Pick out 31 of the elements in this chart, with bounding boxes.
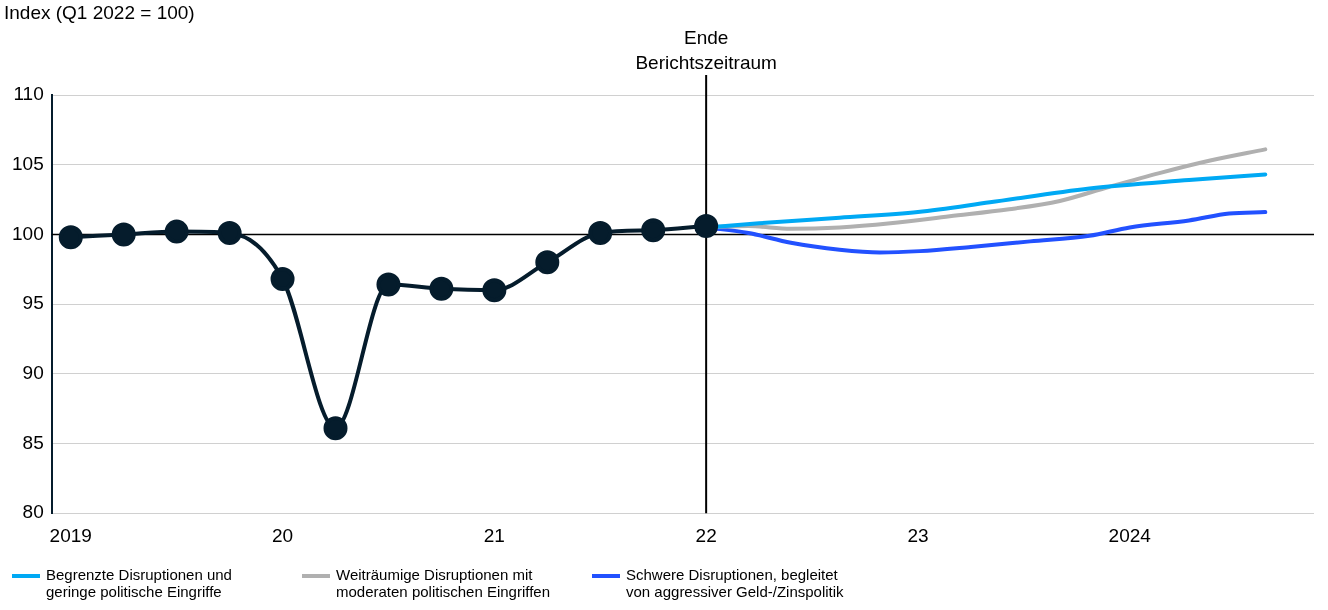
- x-tick-label: 21: [483, 524, 505, 546]
- point: [58, 225, 83, 250]
- y-axis-title: Index (Q1 2022 = 100): [4, 2, 195, 24]
- y-tick-label: 80: [22, 501, 44, 523]
- point: [270, 267, 295, 292]
- point: [164, 219, 189, 244]
- y-tick-label: 105: [12, 152, 44, 174]
- point: [323, 416, 348, 441]
- legend-label: Schwere Disruptionen, begleitet von aggressiver Geld-/Zinspolitik: [626, 566, 845, 600]
- y-tick-label: 95: [22, 292, 44, 314]
- y-tick-label: 100: [12, 222, 44, 244]
- point: [694, 214, 719, 239]
- point: [429, 276, 454, 301]
- point: [376, 272, 401, 297]
- x-tick-label: 2024: [1108, 524, 1152, 546]
- x-tick-label: 22: [695, 524, 717, 546]
- legend-label: Begrenzte Disruptionen und geringe politische Eingriffe: [46, 566, 233, 600]
- y-tick-label: 90: [22, 362, 44, 384]
- point: [482, 278, 507, 303]
- point: [588, 221, 613, 246]
- x-tick-label: 20: [271, 524, 294, 546]
- point: [217, 221, 242, 246]
- ref-line-label: Ende Berichtszeitraum: [635, 27, 777, 73]
- x-tick-label: 2019: [49, 524, 92, 546]
- legend-label: Weiträumige Disruptionen mit moderaten politischen Eingriffen: [336, 566, 552, 600]
- y-tick-label: 110: [13, 83, 44, 105]
- point: [641, 218, 666, 243]
- point: [111, 222, 136, 247]
- x-tick-label: 23: [907, 524, 929, 546]
- y-tick-label: 85: [22, 431, 44, 453]
- point: [535, 250, 560, 275]
